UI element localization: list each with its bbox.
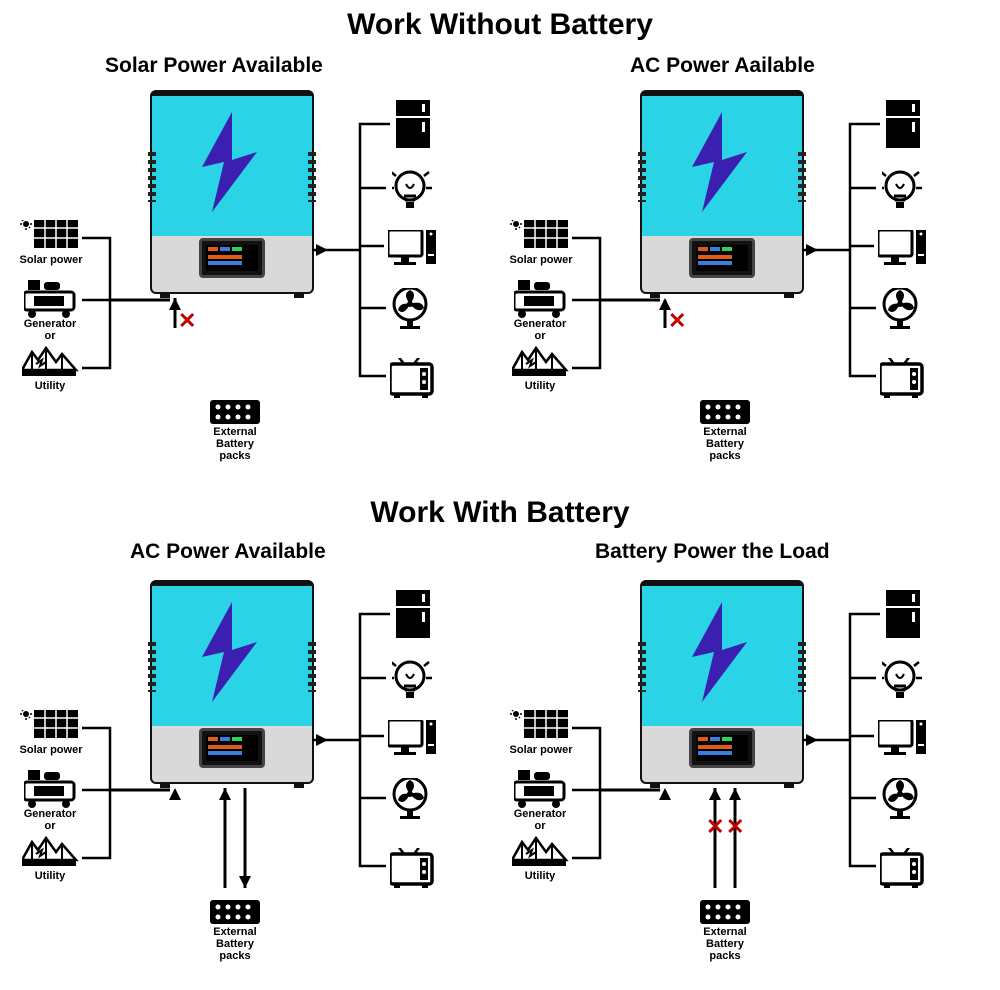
mode-cell-battery-powers-load: Solar power Generator or Utility Externa… [510, 570, 990, 970]
wire-loads [510, 80, 990, 480]
cell-title-2: AC Power Aailable [630, 54, 815, 78]
arrow-icon [316, 244, 328, 256]
cell-title-4: Battery Power the Load [595, 540, 830, 564]
cell-title-1: Solar Power Available [105, 54, 323, 78]
section-title-without: Work Without Battery [0, 8, 1000, 42]
cell-title-3: AC Power Available [130, 540, 326, 564]
mode-cell-ac-with-battery: Solar power Generator or Utility Externa… [20, 570, 500, 970]
arrow-icon [316, 734, 328, 746]
arrow-icon [806, 244, 818, 256]
arrow-icon [806, 734, 818, 746]
section-title-with: Work With Battery [0, 496, 1000, 530]
wire-loads [510, 570, 990, 970]
wire-loads [20, 570, 500, 970]
wire-loads [20, 80, 500, 480]
mode-cell-solar-no-battery: Solar power Generator or Utility Externa… [20, 80, 500, 480]
mode-cell-ac-no-battery: Solar power Generator or Utility Externa… [510, 80, 990, 480]
